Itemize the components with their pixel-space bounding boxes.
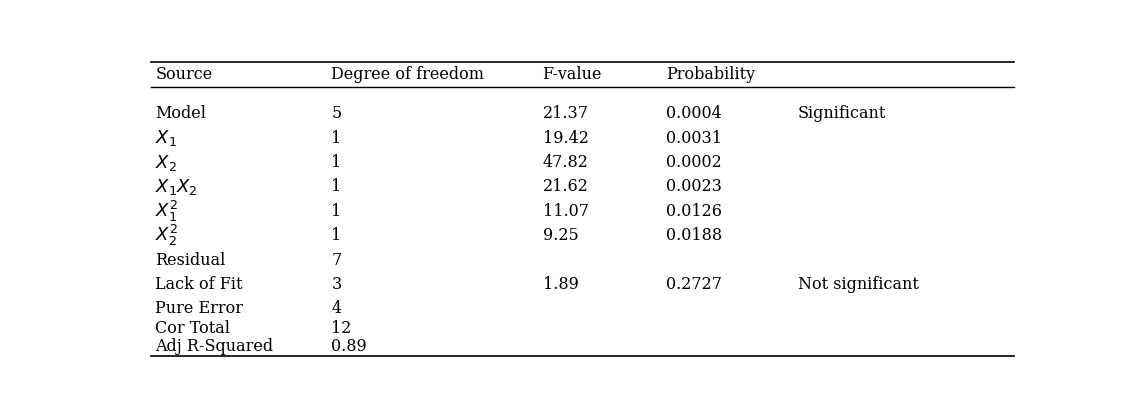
Text: Cor Total: Cor Total (156, 319, 231, 336)
Text: 7: 7 (332, 251, 342, 268)
Text: 1: 1 (332, 129, 342, 146)
Text: 1: 1 (332, 227, 342, 243)
Text: $X_1^2$: $X_1^2$ (156, 198, 178, 223)
Text: $X_1$: $X_1$ (156, 128, 177, 148)
Text: 3: 3 (332, 275, 342, 292)
Text: F-value: F-value (543, 66, 602, 83)
Text: 21.62: 21.62 (543, 178, 588, 195)
Text: 1.89: 1.89 (543, 275, 578, 292)
Text: Probability: Probability (666, 66, 755, 83)
Text: 4: 4 (332, 300, 342, 317)
Text: Not significant: Not significant (797, 275, 919, 292)
Text: 1: 1 (332, 202, 342, 219)
Text: $X_2$: $X_2$ (156, 152, 177, 172)
Text: 5: 5 (332, 105, 342, 122)
Text: Lack of Fit: Lack of Fit (156, 275, 243, 292)
Text: 21.37: 21.37 (543, 105, 588, 122)
Text: 0.0004: 0.0004 (666, 105, 721, 122)
Text: 0.0126: 0.0126 (666, 202, 721, 219)
Text: 0.0002: 0.0002 (666, 153, 721, 171)
Text: $X_2^2$: $X_2^2$ (156, 223, 178, 247)
Text: 0.0031: 0.0031 (666, 129, 721, 146)
Text: Degree of freedom: Degree of freedom (332, 66, 484, 83)
Text: 0.89: 0.89 (332, 337, 367, 354)
Text: Significant: Significant (797, 105, 886, 122)
Text: Source: Source (156, 66, 212, 83)
Text: Pure Error: Pure Error (156, 300, 243, 317)
Text: 0.0023: 0.0023 (666, 178, 721, 195)
Text: 1: 1 (332, 178, 342, 195)
Text: $X_1X_2$: $X_1X_2$ (156, 177, 198, 196)
Text: 19.42: 19.42 (543, 129, 588, 146)
Text: 1: 1 (332, 153, 342, 171)
Text: 0.2727: 0.2727 (666, 275, 721, 292)
Text: 12: 12 (332, 319, 352, 336)
Text: Model: Model (156, 105, 207, 122)
Text: 11.07: 11.07 (543, 202, 588, 219)
Text: Residual: Residual (156, 251, 226, 268)
Text: Adj R-Squared: Adj R-Squared (156, 337, 274, 354)
Text: 9.25: 9.25 (543, 227, 578, 243)
Text: 0.0188: 0.0188 (666, 227, 722, 243)
Text: 47.82: 47.82 (543, 153, 588, 171)
